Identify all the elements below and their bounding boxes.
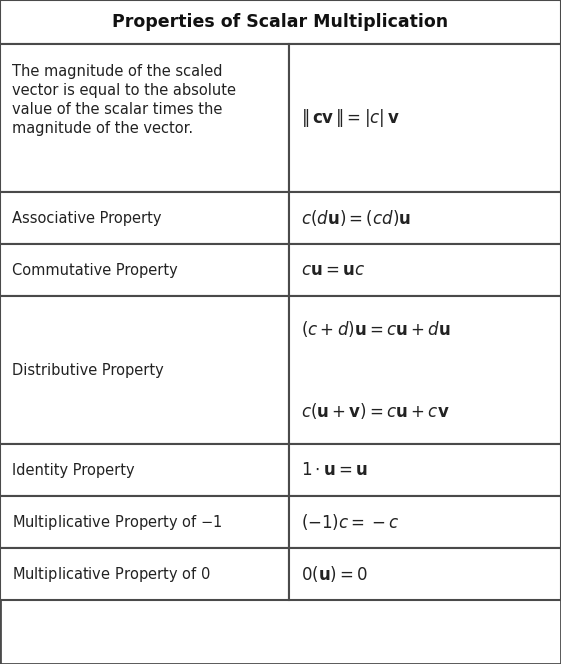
Text: $(c + d)\mathbf{u} = c\mathbf{u} + d\mathbf{u}$: $(c + d)\mathbf{u} = c\mathbf{u} + d\mat… bbox=[301, 319, 450, 339]
Text: The magnitude of the scaled: The magnitude of the scaled bbox=[12, 64, 223, 80]
Bar bbox=[289, 444, 561, 496]
Bar bbox=[289, 496, 561, 548]
Text: Distributive Property: Distributive Property bbox=[12, 363, 164, 378]
Text: Identity Property: Identity Property bbox=[12, 463, 135, 477]
Text: $(-1)c = -c$: $(-1)c = -c$ bbox=[301, 512, 399, 532]
Text: vector is equal to the absolute: vector is equal to the absolute bbox=[12, 83, 236, 98]
Text: $0(\mathbf{u}) = 0$: $0(\mathbf{u}) = 0$ bbox=[301, 564, 368, 584]
Text: Multiplicative Property of $0$: Multiplicative Property of $0$ bbox=[12, 564, 210, 584]
Bar bbox=[0, 44, 289, 192]
Bar bbox=[0, 496, 289, 548]
Text: $1 \cdot \mathbf{u} = \mathbf{u}$: $1 \cdot \mathbf{u} = \mathbf{u}$ bbox=[301, 461, 368, 479]
Bar bbox=[289, 244, 561, 296]
Bar bbox=[289, 192, 561, 244]
Bar bbox=[0, 444, 289, 496]
Text: $c(\mathbf{u} + \mathbf{v}) = c\mathbf{u} + c\mathbf{v}$: $c(\mathbf{u} + \mathbf{v}) = c\mathbf{u… bbox=[301, 402, 449, 422]
Text: Associative Property: Associative Property bbox=[12, 210, 162, 226]
Text: Properties of Scalar Multiplication: Properties of Scalar Multiplication bbox=[112, 13, 449, 31]
Bar bbox=[0, 244, 289, 296]
Text: $c\mathbf{u} = \mathbf{u}c$: $c\mathbf{u} = \mathbf{u}c$ bbox=[301, 261, 365, 279]
Text: Multiplicative Property of $-1$: Multiplicative Property of $-1$ bbox=[12, 513, 222, 531]
Text: $\|\,\mathbf{cv}\,\| = |c|\,\mathbf{v}$: $\|\,\mathbf{cv}\,\| = |c|\,\mathbf{v}$ bbox=[301, 107, 399, 129]
Bar bbox=[289, 44, 561, 192]
Text: magnitude of the vector.: magnitude of the vector. bbox=[12, 121, 193, 136]
Text: $c(d\mathbf{u}) = (cd)\mathbf{u}$: $c(d\mathbf{u}) = (cd)\mathbf{u}$ bbox=[301, 208, 411, 228]
Bar bbox=[0, 0, 561, 44]
Text: value of the scalar times the: value of the scalar times the bbox=[12, 102, 222, 118]
Bar bbox=[0, 296, 289, 444]
Bar bbox=[289, 548, 561, 600]
Bar bbox=[0, 548, 289, 600]
Text: Commutative Property: Commutative Property bbox=[12, 262, 178, 278]
Bar bbox=[0, 192, 289, 244]
Bar bbox=[289, 296, 561, 444]
